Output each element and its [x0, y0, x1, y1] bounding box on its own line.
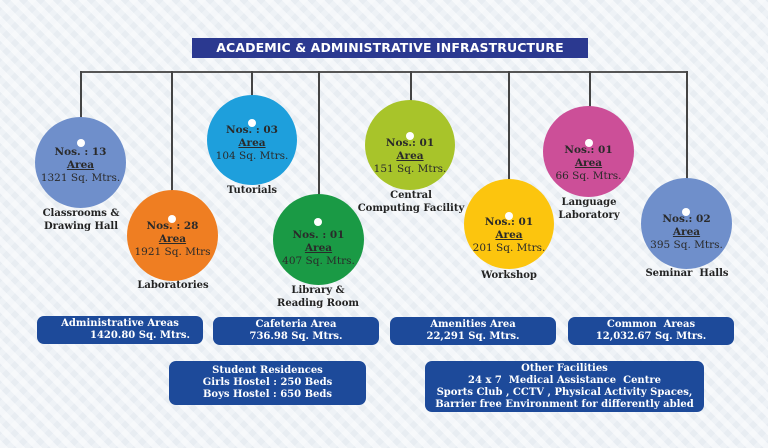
- nos-value: Nos.: 02: [662, 213, 711, 225]
- area-value: 104 Sq. Mtrs.: [215, 150, 289, 162]
- box-title: Amenities Area: [430, 319, 516, 330]
- area-value: 1921 Sq. Mtrs: [134, 246, 211, 258]
- box-title: Administrative Areas: [61, 318, 179, 329]
- box-title: Cafeteria Area: [255, 319, 337, 330]
- box-value: 1420.80 Sq. Mtrs.: [90, 330, 190, 341]
- nos-value: Nos. : 28: [146, 220, 199, 232]
- label-line: Central: [390, 190, 432, 201]
- area-value: 407 Sq. Mtrs.: [282, 255, 355, 267]
- area-value: 1321 Sq. Mtrs.: [40, 172, 121, 184]
- connector-seminar: [686, 71, 688, 219]
- area-label: Area: [574, 157, 603, 169]
- girls-hostel: Girls Hostel : 250 Beds: [202, 377, 333, 388]
- node-dot: [406, 132, 414, 140]
- node-dot: [505, 212, 513, 220]
- facility-ccf-circle: Nos.: 01 Area 151 Sq. Mtrs.: [365, 100, 455, 190]
- facility-seminar-halls-circle: Nos.: 02 Area 395 Sq. Mtrs.: [641, 178, 732, 269]
- label-line: Language: [561, 197, 617, 208]
- facility-library-circle: Nos. : 01 Area 407 Sq. Mtrs.: [273, 194, 364, 285]
- common-areas-box: Common Areas 12,032.67 Sq. Mtrs.: [568, 317, 734, 345]
- area-label: Area: [672, 226, 701, 238]
- facility-language-lab-label: Language Laboratory: [538, 196, 640, 222]
- box-title: Student Residences: [212, 365, 323, 376]
- administrative-areas-box: Administrative Areas 1420.80 Sq. Mtrs.: [37, 316, 203, 344]
- nos-value: Nos.: 01: [564, 144, 613, 156]
- boys-hostel: Boys Hostel : 650 Beds: [202, 389, 333, 400]
- nos-value: Nos. : 13: [54, 146, 107, 158]
- node-dot: [585, 139, 593, 147]
- facility-line: Sports Club , CCTV , Physical Activity S…: [436, 386, 693, 398]
- label-line: Reading Room: [277, 298, 359, 309]
- box-title: Other Facilities: [521, 362, 608, 374]
- connector-workshop: [508, 71, 510, 218]
- area-value: 66 Sq. Mtrs.: [555, 170, 622, 182]
- facility-laboratories-circle: Nos. : 28 Area 1921 Sq. Mtrs: [127, 190, 218, 281]
- page-title: ACADEMIC & ADMINISTRATIVE INFRASTRUCTURE: [192, 38, 588, 58]
- facility-classrooms-label: Classrooms & Drawing Hall: [30, 207, 132, 233]
- nos-value: Nos.: 01: [385, 137, 435, 149]
- area-value: 201 Sq. Mtrs.: [472, 242, 546, 254]
- student-residences-box: Student Residences Girls Hostel : 250 Be…: [169, 361, 366, 405]
- area-value: 151 Sq. Mtrs.: [373, 163, 447, 175]
- connector-library: [318, 71, 320, 222]
- facility-line: Barrier free Environment for differently…: [435, 398, 694, 410]
- connector-laboratories: [171, 71, 173, 219]
- facility-tutorials-circle: Nos. : 03 Area 104 Sq. Mtrs.: [207, 95, 297, 185]
- label-line: Computing Facility: [357, 203, 465, 214]
- nos-value: Nos.: 01: [484, 216, 534, 228]
- facility-library-label: Library & Reading Room: [263, 284, 373, 310]
- node-dot: [248, 119, 256, 127]
- area-label: Area: [158, 233, 187, 245]
- box-value: 736.98 Sq. Mtrs.: [249, 331, 343, 342]
- facility-ccf-label: Central Computing Facility: [355, 189, 467, 215]
- node-dot: [77, 139, 85, 147]
- box-value: 12,032.67 Sq. Mtrs.: [595, 331, 707, 342]
- facility-classrooms-circle: Nos. : 13 Area 1321 Sq. Mtrs.: [35, 117, 126, 208]
- facility-language-lab-circle: Nos.: 01 Area 66 Sq. Mtrs.: [543, 106, 634, 197]
- area-value: 395 Sq. Mtrs.: [650, 239, 723, 251]
- cafeteria-area-box: Cafeteria Area 736.98 Sq. Mtrs.: [213, 317, 379, 345]
- amenities-area-box: Amenities Area 22,291 Sq. Mtrs.: [390, 317, 556, 345]
- facility-laboratories-label: Laboratories: [137, 280, 209, 291]
- area-label: Area: [66, 159, 95, 171]
- facility-line: 24 x 7 Medical Assistance Centre: [468, 374, 661, 386]
- area-label: Area: [396, 150, 424, 162]
- other-facilities-box: Other Facilities 24 x 7 Medical Assistan…: [425, 361, 704, 412]
- area-label: Area: [304, 242, 333, 254]
- facility-workshop-circle: Nos.: 01 Area 201 Sq. Mtrs.: [464, 179, 554, 269]
- nos-value: Nos. : 03: [226, 124, 278, 136]
- label-line: Classrooms &: [42, 208, 120, 219]
- connector-classrooms: [80, 71, 82, 143]
- node-dot: [682, 208, 690, 216]
- label-line: Laboratory: [558, 210, 620, 221]
- label-line: Drawing Hall: [43, 221, 119, 232]
- nos-value: Nos. : 01: [292, 229, 345, 241]
- node-dot: [168, 215, 176, 223]
- box-title: Common Areas: [606, 319, 696, 330]
- label-line: Library &: [291, 285, 345, 296]
- facility-workshop-label: Workshop: [481, 270, 537, 281]
- area-label: Area: [495, 229, 523, 241]
- connector-horizontal: [80, 71, 687, 73]
- facility-seminar-halls-label: Seminar Halls: [645, 268, 729, 279]
- box-value: 22,291 Sq. Mtrs.: [426, 331, 520, 342]
- facility-tutorials-label: Tutorials: [226, 185, 278, 196]
- area-label: Area: [238, 137, 266, 149]
- node-dot: [314, 218, 322, 226]
